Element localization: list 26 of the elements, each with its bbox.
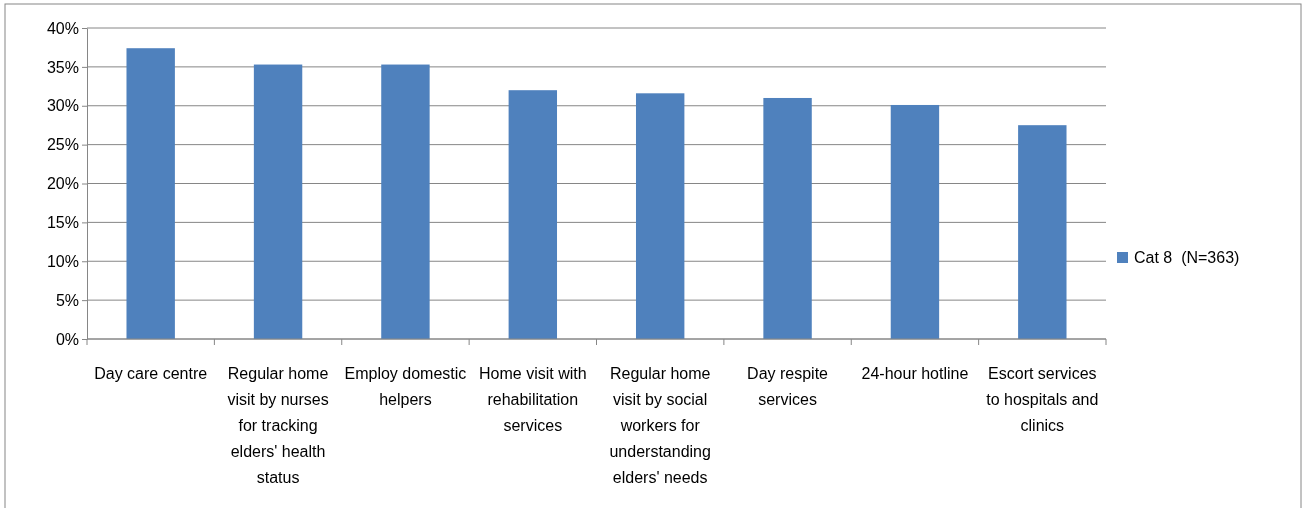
bar	[126, 48, 175, 339]
y-tick-label: 15%	[46, 213, 79, 231]
bar	[763, 97, 812, 339]
x-tick-label: Day respite services	[747, 365, 829, 408]
y-tick-label: 30%	[46, 97, 79, 115]
y-tick-label: 35%	[46, 58, 79, 76]
bar	[253, 64, 303, 339]
y-tick-label: 25%	[46, 136, 79, 154]
x-tick-label: 24-hour hotline	[861, 365, 969, 382]
bar	[508, 90, 558, 339]
x-tick-label: Escort services to hospitals and clinics	[986, 365, 1099, 434]
x-tick-label: Day care centre	[94, 365, 208, 382]
y-tick-label: 20%	[46, 175, 79, 193]
bar	[635, 93, 685, 339]
legend-label: Cat 8 (N=363)	[1134, 249, 1240, 266]
y-tick-label: 0%	[55, 330, 79, 348]
bar	[1018, 125, 1067, 339]
bar	[381, 64, 430, 339]
x-tick-label: Home visit with rehabilitation services	[479, 365, 587, 434]
y-tick-label: 5%	[55, 291, 79, 309]
x-tick-label: Employ domestic helpers	[344, 365, 467, 408]
x-tick-label: Regular home visit by nurses for tracking elders' health status	[227, 365, 329, 486]
y-tick-label: 10%	[46, 252, 79, 270]
y-tick-label: 40%	[46, 19, 79, 37]
bar	[890, 104, 940, 339]
x-tick-label: Regular home visit by social workers for understanding elders' needs	[609, 365, 711, 486]
